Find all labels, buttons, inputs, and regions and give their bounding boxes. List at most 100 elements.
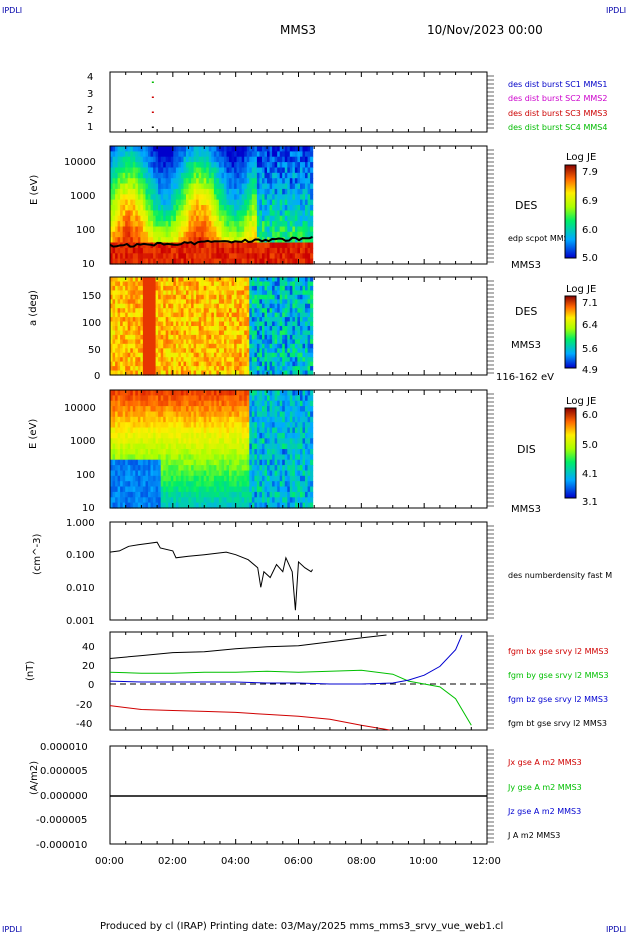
spectrogram-cell xyxy=(140,357,144,363)
spectrogram-cell xyxy=(267,432,271,439)
spectrogram-cell xyxy=(130,221,134,228)
dis-energy-panel: E (eV) 10000 1000 100 10 DIS MMS3 Log JE… xyxy=(28,389,598,515)
spectrogram-cell xyxy=(193,299,197,305)
spectrogram-cell xyxy=(168,406,172,413)
spectrogram-cell xyxy=(289,258,293,265)
spectrogram-cell xyxy=(239,178,243,185)
spectrogram-cell xyxy=(196,443,200,450)
spectrogram-cell xyxy=(241,167,245,174)
spectrogram-cell xyxy=(254,178,258,185)
spectrogram-cell xyxy=(289,339,293,345)
spectrogram-cell xyxy=(178,352,182,358)
spectrogram-cell xyxy=(259,339,263,345)
spectrogram-cell xyxy=(287,366,291,372)
spectrogram-cell xyxy=(168,321,172,327)
spectrogram-cell xyxy=(112,465,116,472)
spectrogram-cell xyxy=(208,290,212,296)
spectrogram-cell xyxy=(198,459,202,466)
spectrogram-cell xyxy=(132,411,136,418)
spectrogram-cell xyxy=(150,290,154,296)
spectrogram-cell xyxy=(264,443,268,450)
spectrogram-cell xyxy=(236,156,240,163)
spectrogram-cell xyxy=(251,459,255,466)
spectrogram-cell xyxy=(297,348,301,354)
spectrogram-cell xyxy=(310,290,314,296)
spectrogram-cell xyxy=(277,290,281,296)
spectrogram-cell xyxy=(193,312,197,318)
spectrogram-cell xyxy=(178,395,182,402)
spectrogram-cell xyxy=(307,290,311,296)
spectrogram-cell xyxy=(234,366,238,372)
spectrogram-cell xyxy=(168,151,172,158)
spectrogram-cell xyxy=(274,330,278,336)
spectrogram-cell xyxy=(127,438,131,445)
spectrogram-cell xyxy=(140,167,144,174)
spectrogram-cell xyxy=(229,312,233,318)
spectrogram-cell xyxy=(178,449,182,455)
spectrogram-cell xyxy=(289,330,293,336)
spectrogram-cell xyxy=(302,247,306,254)
spectrogram-cell xyxy=(287,221,291,228)
spectrogram-cell xyxy=(289,334,293,340)
spectrogram-cell xyxy=(251,366,255,372)
spectrogram-cell xyxy=(213,406,217,413)
spectrogram-cell xyxy=(198,339,202,345)
spectrogram-cell xyxy=(145,465,149,472)
spectrogram-cell xyxy=(246,497,250,504)
spectrogram-cell xyxy=(262,312,266,318)
spectrogram-cell xyxy=(153,406,157,413)
spectrogram-cell xyxy=(211,281,215,287)
spectrogram-cell xyxy=(115,465,119,472)
spectrogram-cell xyxy=(155,221,159,228)
spectrogram-cell xyxy=(218,303,222,309)
spectrogram-cell xyxy=(158,459,162,466)
spectrogram-cell xyxy=(297,317,301,323)
spectrogram-cell xyxy=(115,352,119,358)
spectrogram-cell xyxy=(218,188,222,195)
spectrogram-cell xyxy=(229,321,233,327)
spectrogram-cell xyxy=(277,326,281,332)
spectrogram-cell xyxy=(193,432,197,439)
spectrogram-cell xyxy=(213,242,217,249)
spectrogram-cell xyxy=(213,427,217,434)
spectrogram-cell xyxy=(196,277,200,283)
spectrogram-cell xyxy=(259,221,263,228)
spectrogram-cell xyxy=(148,167,152,174)
spectrogram-cell xyxy=(168,162,172,169)
spectrogram-cell xyxy=(310,294,314,300)
spectrogram-cell xyxy=(259,459,263,466)
spectrogram-cell xyxy=(277,277,281,283)
spectrogram-cell xyxy=(153,361,157,367)
spectrogram-cell xyxy=(155,348,159,354)
spectrogram-cell xyxy=(130,210,134,217)
spectrogram-cell xyxy=(292,226,296,233)
spectrogram-cell xyxy=(125,253,129,260)
spectrogram-cell xyxy=(208,330,212,336)
spectrogram-cell xyxy=(158,277,162,283)
spectrogram-cell xyxy=(145,183,149,190)
spectrogram-cell xyxy=(132,151,136,158)
spectrogram-cell xyxy=(132,454,136,461)
spectrogram-cell xyxy=(163,285,167,291)
spectrogram-cell xyxy=(130,253,134,260)
spectrogram-cell xyxy=(145,172,149,179)
spectrogram-cell xyxy=(130,432,134,439)
spectrogram-cell xyxy=(163,226,167,233)
spectrogram-cell xyxy=(122,312,126,318)
spectrogram-cell xyxy=(287,183,291,190)
spectrogram-cell xyxy=(186,303,190,309)
spectrogram-cell xyxy=(277,199,281,206)
spectrogram-cell xyxy=(196,167,200,174)
spectrogram-cell xyxy=(196,294,200,300)
spectrogram-cell xyxy=(130,299,134,305)
spectrogram-cell xyxy=(292,348,296,354)
spectrogram-cell xyxy=(259,395,263,402)
spectrogram-cell xyxy=(279,199,283,206)
spectrogram-cell xyxy=(112,210,116,217)
spectrogram-cell xyxy=(211,299,215,305)
spectrogram-cell xyxy=(193,411,197,418)
spectrogram-cell xyxy=(137,449,141,455)
spectrogram-cell xyxy=(203,400,207,407)
spectrogram-cell xyxy=(191,370,195,376)
spectrogram-cell xyxy=(127,308,131,314)
